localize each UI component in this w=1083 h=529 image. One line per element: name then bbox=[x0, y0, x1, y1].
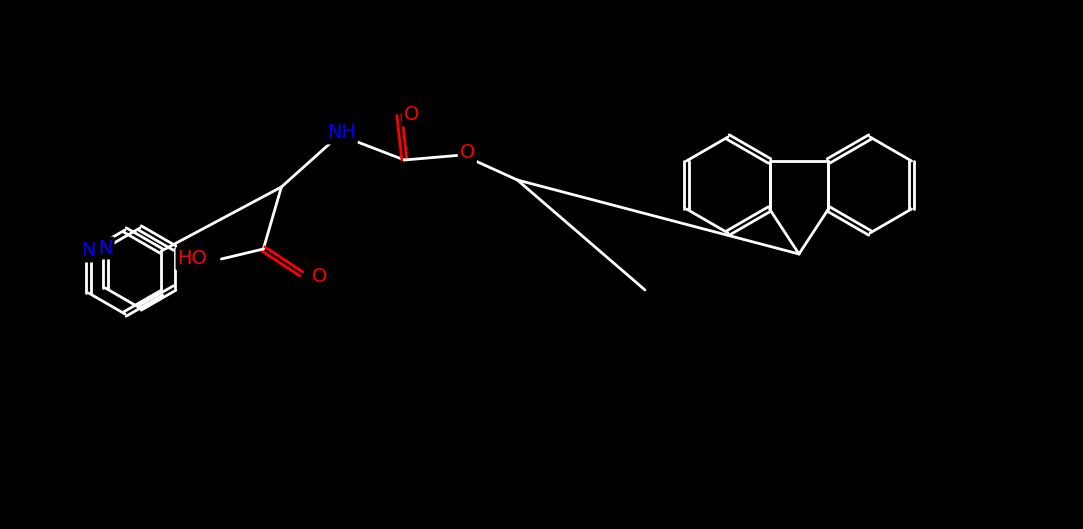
Text: N: N bbox=[99, 239, 113, 258]
Text: NH: NH bbox=[327, 123, 356, 142]
Text: O: O bbox=[459, 142, 475, 161]
Text: HO: HO bbox=[178, 250, 207, 269]
Text: O: O bbox=[312, 267, 327, 286]
Text: O: O bbox=[404, 105, 419, 124]
Text: N: N bbox=[81, 242, 96, 260]
